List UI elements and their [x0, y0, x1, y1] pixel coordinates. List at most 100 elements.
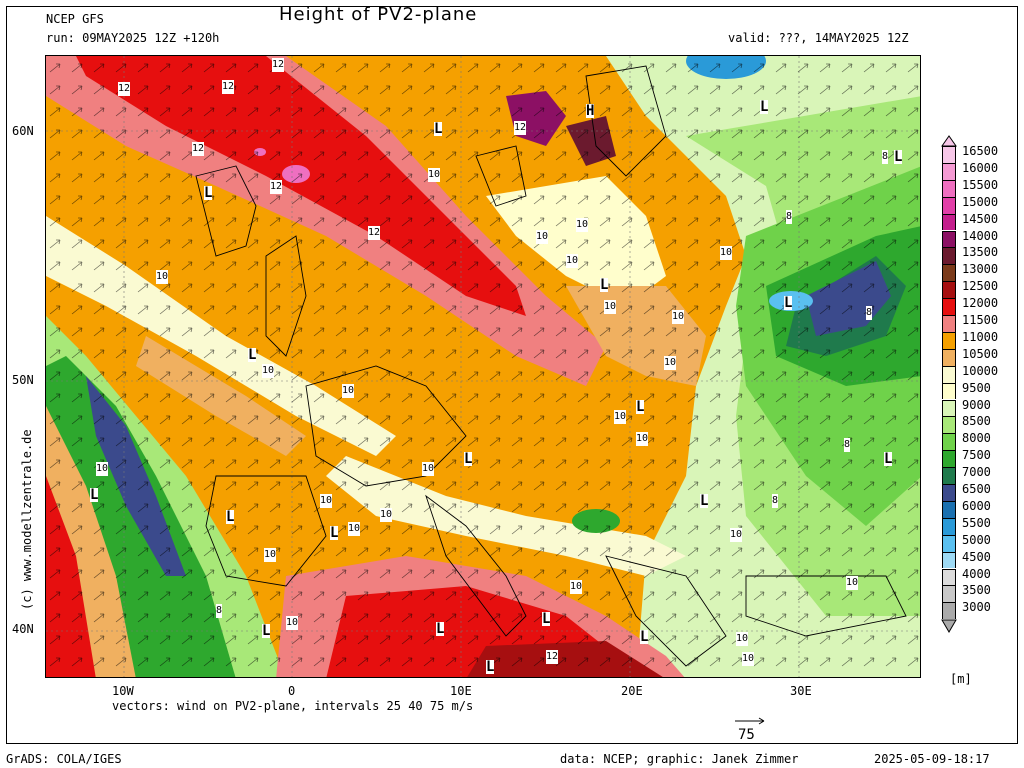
legend-swatch: [942, 196, 956, 214]
contour-label: 8: [882, 150, 889, 164]
legend-level-label: 15500: [962, 177, 999, 192]
low-center-marker: L: [330, 525, 339, 541]
contour-label: 10: [428, 168, 441, 182]
copyright-watermark: (c) www.modellzentrale.de: [20, 429, 34, 610]
low-center-marker: L: [600, 277, 609, 293]
legend-swatch: [942, 450, 956, 468]
legend-swatch: [942, 399, 956, 417]
legend-swatch: [942, 179, 956, 197]
contour-label: 10: [736, 632, 749, 646]
legend-level-label: 3500: [962, 583, 991, 598]
legend-swatch: [942, 416, 956, 434]
weather-map: 12 12 12 12 12 12 12 12 10 10 10 10 10 1…: [45, 55, 921, 678]
legend-swatch: [942, 315, 956, 332]
low-center-marker: L: [204, 185, 213, 201]
legend-swatch: [942, 213, 956, 231]
legend-level-label: 14500: [962, 211, 999, 226]
contour-label: 10: [846, 576, 859, 590]
low-center-marker: L: [90, 487, 99, 503]
contour-label: 10: [614, 410, 627, 424]
legend-swatch: [942, 433, 956, 451]
lon-label-30e: 30E: [790, 684, 812, 698]
contour-label: 10: [566, 254, 579, 268]
low-center-marker: L: [760, 99, 769, 115]
legend-level-label: 9000: [962, 397, 991, 412]
legend-swatch: [942, 551, 956, 569]
low-center-marker: L: [436, 621, 445, 637]
low-center-marker: L: [226, 509, 235, 525]
low-center-marker: L: [700, 493, 709, 509]
legend-swatch: [942, 162, 956, 180]
contour-label: 10: [536, 230, 549, 244]
lon-label-10w: 10W: [112, 684, 134, 698]
low-center-marker: L: [434, 121, 443, 137]
figure-frame: [6, 6, 1018, 744]
legend-level-label: 10500: [962, 346, 999, 361]
legend-level-label: 8500: [962, 414, 991, 429]
legend-level-label: 11000: [962, 329, 999, 344]
legend-level-label: 12000: [962, 296, 999, 311]
low-center-marker: L: [248, 347, 257, 363]
legend-level-label: 3000: [962, 600, 991, 615]
legend-swatch: [942, 500, 956, 518]
contour-label: 10: [262, 364, 275, 378]
legend-bottom-arrow: [941, 619, 957, 634]
low-center-marker: L: [542, 611, 551, 627]
valid-time: valid: ???, 14MAY2025 12Z: [728, 31, 909, 45]
legend-swatch: [942, 281, 956, 299]
low-center-marker: L: [884, 451, 893, 467]
legend-swatch: [942, 365, 956, 383]
reference-vector-value: 75: [738, 727, 755, 743]
legend-level-label: 15000: [962, 194, 999, 209]
legend-unit: [m]: [950, 672, 972, 686]
contour-label: 12: [270, 180, 283, 194]
contour-label: 10: [320, 494, 333, 508]
contour-label: 10: [604, 300, 617, 314]
legend-swatch: [942, 568, 956, 586]
contour-label: 10: [380, 508, 393, 522]
lat-label-40n: 40N: [12, 622, 34, 636]
legend-level-label: 14000: [962, 228, 999, 243]
contour-label: 10: [636, 432, 649, 446]
software-credit: GrADS: COLA/IGES: [6, 752, 122, 766]
legend-level-label: 13000: [962, 262, 999, 277]
legend-swatch: [942, 247, 956, 265]
low-center-marker: L: [636, 399, 645, 415]
legend-swatch: [942, 146, 956, 163]
legend-swatch: [942, 517, 956, 535]
legend-level-label: 13500: [962, 245, 999, 260]
contour-label: 12: [222, 80, 235, 94]
contour-label: 10: [156, 270, 169, 284]
legend-level-label: 11500: [962, 313, 999, 327]
contour-label: 10: [342, 384, 355, 398]
legend-swatch: [942, 484, 956, 501]
contour-label: 8: [786, 210, 793, 224]
reference-vector-arrow: [735, 717, 765, 725]
contour-label: 10: [422, 462, 435, 476]
legend-level-label: 8000: [962, 431, 991, 446]
legend-level-label: 5000: [962, 532, 991, 547]
coastlines: [195, 65, 907, 667]
contour-label: 8: [772, 494, 779, 508]
legend-swatch: [942, 348, 956, 366]
legend-swatch: [942, 602, 956, 620]
contour-label: 10: [720, 246, 733, 260]
low-center-marker: L: [640, 629, 649, 645]
low-center-marker: L: [262, 623, 271, 639]
contour-label: 12: [272, 58, 285, 72]
legend-level-label: 16000: [962, 160, 999, 175]
low-center-marker: L: [464, 451, 473, 467]
contour-label: 10: [96, 462, 109, 476]
low-center-marker: L: [784, 295, 793, 311]
legend-swatch: [942, 534, 956, 552]
legend-swatch: [942, 264, 956, 282]
legend-level-label: 5500: [962, 515, 991, 530]
lat-label-50n: 50N: [12, 373, 34, 387]
model-name: NCEP GFS: [46, 12, 104, 26]
contour-label: 10: [664, 356, 677, 370]
legend-swatch: [942, 585, 956, 603]
legend-level-label: 12500: [962, 279, 999, 294]
legend-level-label: 16500: [962, 144, 999, 158]
contour-label: 10: [348, 522, 361, 536]
contour-label: 12: [118, 82, 131, 96]
